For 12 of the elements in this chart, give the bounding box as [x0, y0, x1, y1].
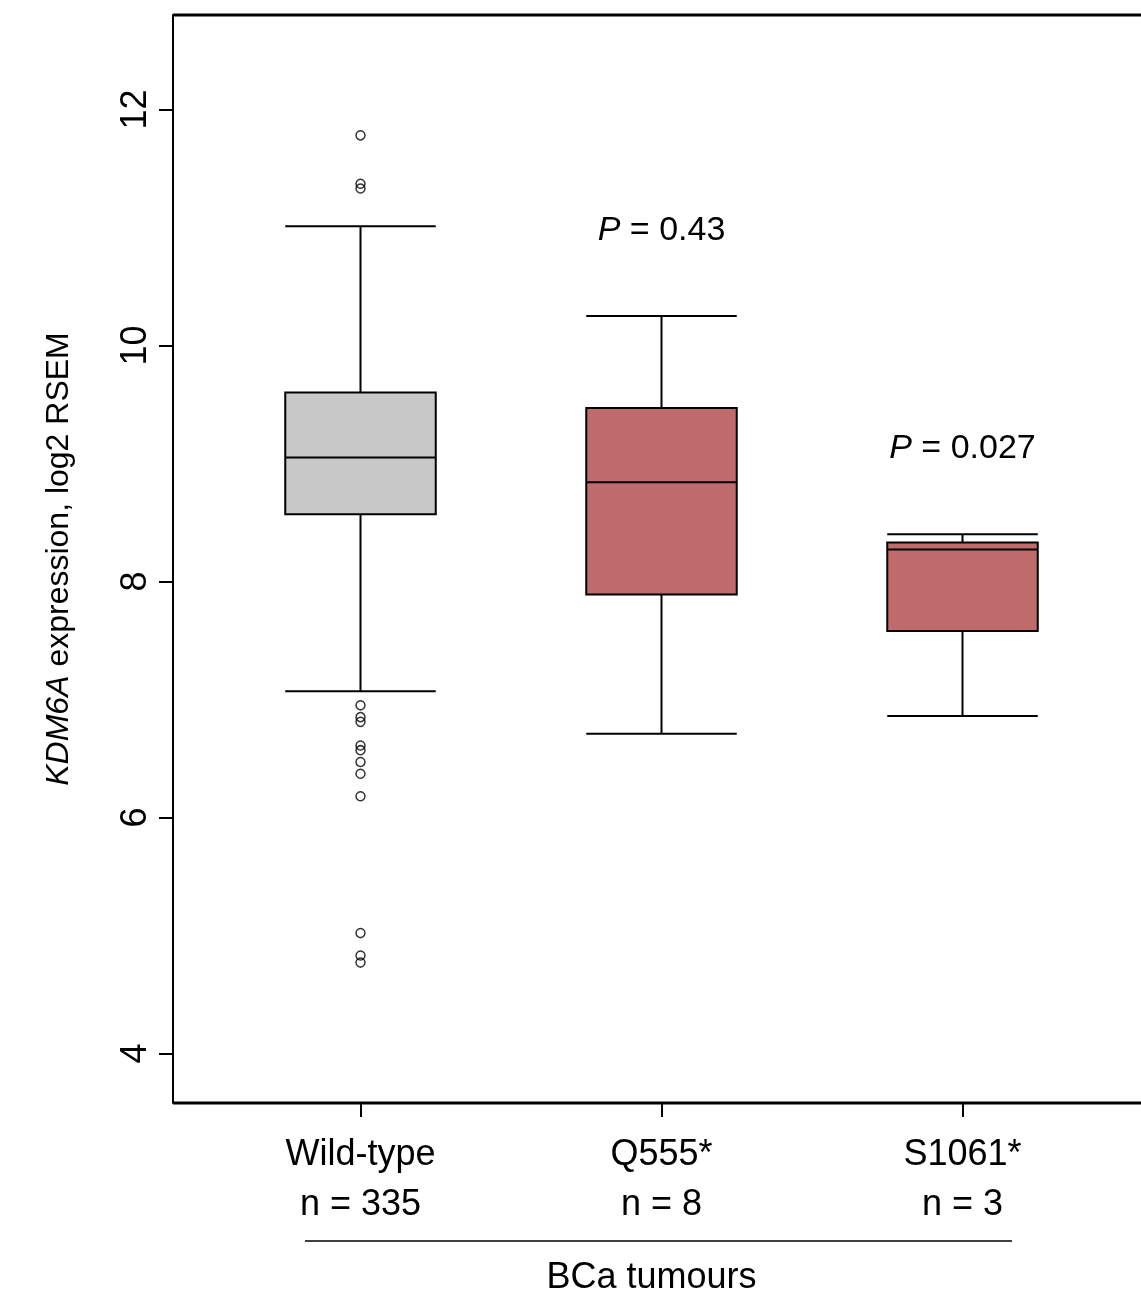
x-tick-label: Wild-type n = 335	[285, 1131, 436, 1223]
y-tick-label: 4	[112, 1043, 154, 1064]
y-tick-label: 12	[112, 89, 154, 130]
x-tick-label: S1061* n = 3	[903, 1131, 1022, 1223]
annotation: P = 0.43	[597, 208, 726, 247]
y-tick-label: 8	[112, 571, 154, 592]
x-axis-title: BCa tumours	[546, 1254, 757, 1296]
x-tick-label: Q555* n = 8	[610, 1131, 713, 1223]
y-axis-title: KDM6A expression, log2 RSEM	[39, 332, 75, 786]
y-tick-label: 10	[112, 325, 154, 366]
y-tick-label: 6	[112, 807, 154, 828]
annotation: P = 0.027	[889, 427, 1036, 466]
